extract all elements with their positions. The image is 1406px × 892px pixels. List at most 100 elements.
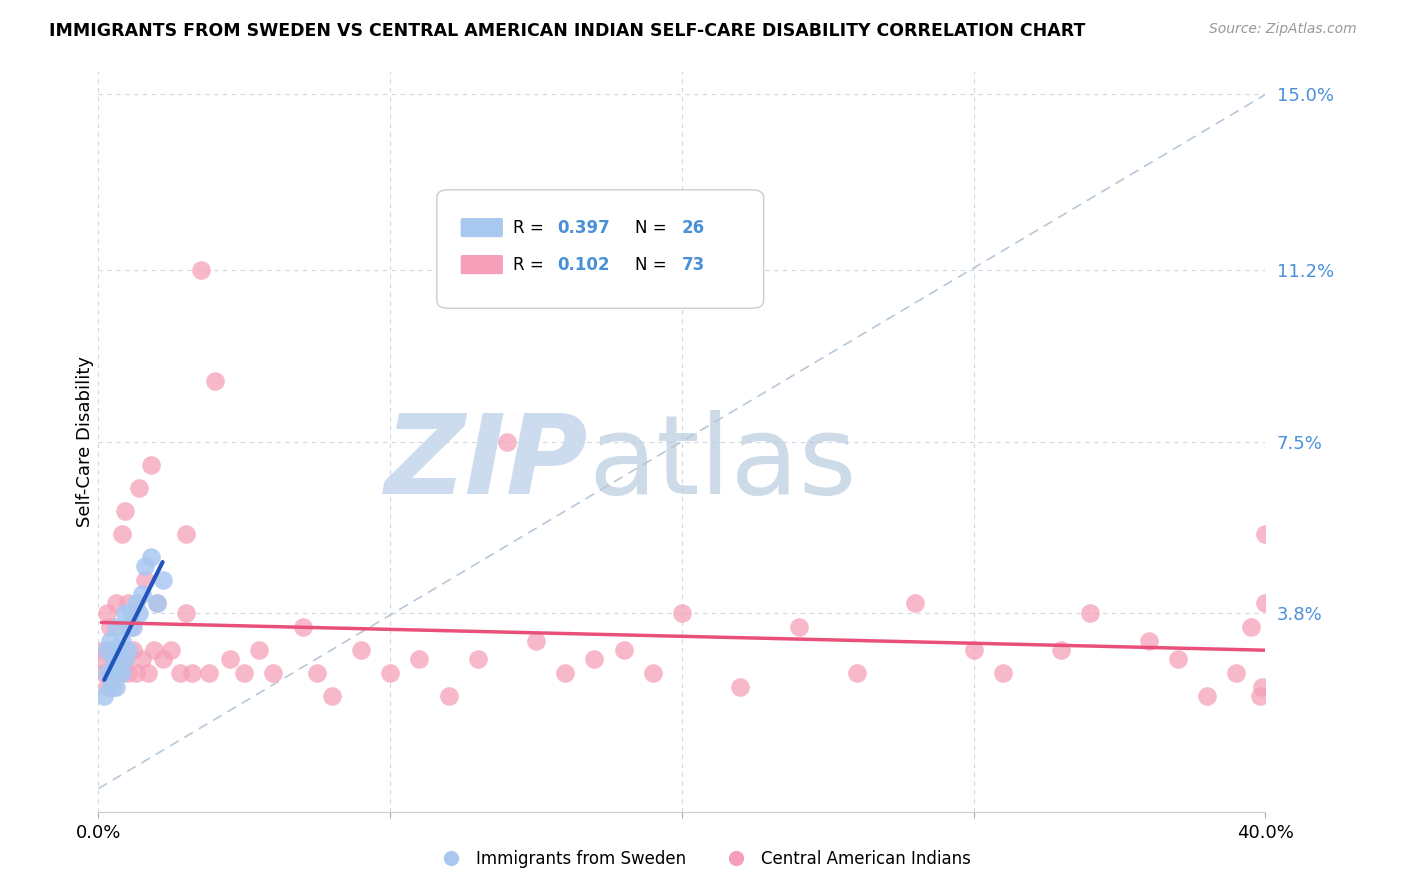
Point: [139, 550, 162, 565]
Point: [93, 665, 115, 680]
Point: [134, 559, 156, 574]
Point: [96, 606, 118, 620]
Point: [114, 652, 136, 666]
Point: [174, 527, 197, 541]
Point: [247, 642, 270, 657]
Text: N =: N =: [636, 256, 672, 274]
Point: [1249, 689, 1271, 703]
Point: [1254, 597, 1277, 611]
Point: [146, 597, 169, 611]
Point: [321, 689, 343, 703]
Text: N =: N =: [636, 219, 672, 236]
Point: [139, 458, 162, 472]
Point: [524, 633, 547, 648]
Point: [904, 597, 927, 611]
Point: [98, 665, 121, 680]
Point: [96, 680, 118, 694]
Point: [991, 665, 1014, 680]
Point: [641, 665, 664, 680]
FancyBboxPatch shape: [437, 190, 763, 309]
Point: [846, 665, 869, 680]
Point: [111, 665, 134, 680]
Y-axis label: Self-Care Disability: Self-Care Disability: [76, 356, 94, 527]
FancyBboxPatch shape: [461, 256, 502, 274]
Point: [467, 652, 489, 666]
Text: atlas: atlas: [589, 410, 858, 517]
Point: [114, 504, 136, 518]
Point: [117, 642, 139, 657]
Point: [101, 642, 124, 657]
Text: Source: ZipAtlas.com: Source: ZipAtlas.com: [1209, 22, 1357, 37]
Point: [180, 665, 202, 680]
Point: [169, 665, 191, 680]
Point: [120, 619, 142, 633]
Point: [111, 665, 134, 680]
Point: [125, 597, 148, 611]
Point: [671, 606, 693, 620]
Point: [1195, 689, 1218, 703]
Point: [128, 606, 150, 620]
Point: [111, 527, 134, 541]
Point: [98, 619, 121, 633]
Point: [125, 665, 148, 680]
Point: [350, 642, 373, 657]
Point: [101, 680, 124, 694]
Point: [128, 481, 150, 495]
Point: [108, 642, 131, 657]
Point: [104, 680, 127, 694]
Point: [131, 587, 153, 601]
Point: [101, 665, 124, 680]
Point: [101, 652, 124, 666]
Point: [437, 689, 460, 703]
Point: [93, 642, 115, 657]
Point: [111, 633, 134, 648]
Point: [204, 375, 226, 389]
Point: [104, 597, 127, 611]
Point: [730, 680, 752, 694]
Point: [291, 619, 314, 633]
Point: [962, 642, 984, 657]
Point: [1080, 606, 1102, 620]
Point: [120, 606, 142, 620]
Text: 0.102: 0.102: [557, 256, 610, 274]
Point: [160, 642, 183, 657]
Point: [136, 665, 159, 680]
Point: [96, 642, 118, 657]
Point: [1254, 527, 1277, 541]
FancyBboxPatch shape: [461, 219, 502, 236]
Point: [146, 597, 169, 611]
Point: [98, 633, 121, 648]
Point: [114, 606, 136, 620]
Point: [262, 665, 284, 680]
Point: [218, 652, 240, 666]
Point: [114, 652, 136, 666]
Legend: Immigrants from Sweden, Central American Indians: Immigrants from Sweden, Central American…: [427, 844, 979, 875]
Text: R =: R =: [513, 256, 548, 274]
Point: [1137, 633, 1160, 648]
Point: [152, 574, 174, 588]
Text: 73: 73: [682, 256, 706, 274]
Point: [122, 619, 145, 633]
Point: [1225, 665, 1247, 680]
Point: [583, 652, 606, 666]
Point: [380, 665, 402, 680]
Point: [190, 263, 212, 277]
Point: [104, 665, 127, 680]
Text: IMMIGRANTS FROM SWEDEN VS CENTRAL AMERICAN INDIAN SELF-CARE DISABILITY CORRELATI: IMMIGRANTS FROM SWEDEN VS CENTRAL AMERIC…: [49, 22, 1085, 40]
Point: [98, 680, 121, 694]
Text: 0.397: 0.397: [557, 219, 610, 236]
Point: [233, 665, 256, 680]
Text: R =: R =: [513, 219, 548, 236]
Point: [787, 619, 810, 633]
Point: [108, 652, 131, 666]
Point: [117, 597, 139, 611]
Point: [117, 619, 139, 633]
Point: [134, 574, 156, 588]
Point: [1167, 652, 1189, 666]
Text: ZIP: ZIP: [385, 410, 589, 517]
Point: [1050, 642, 1073, 657]
Point: [1251, 680, 1274, 694]
Point: [122, 642, 145, 657]
Point: [93, 689, 115, 703]
Point: [174, 606, 197, 620]
